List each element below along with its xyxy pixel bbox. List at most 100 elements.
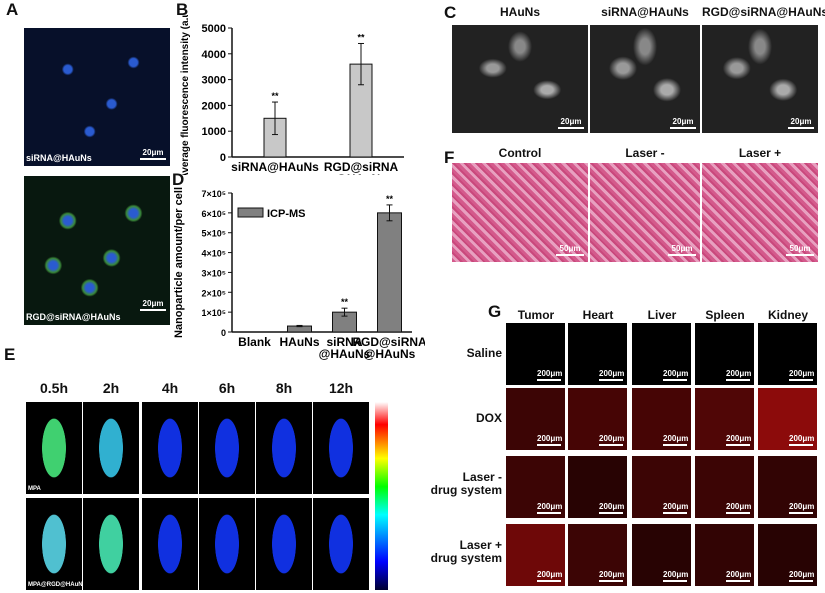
scale-bar: 200μm: [663, 369, 688, 381]
organ-header: Tumor: [517, 308, 555, 322]
histology-image: 50μm: [590, 163, 700, 262]
tissue-image: 200μm: [758, 456, 817, 518]
tissue-image: 200μm: [695, 456, 754, 518]
panel-label-b: B: [176, 0, 189, 19]
scale-bar: 200μm: [663, 570, 688, 582]
panel-label-f: F: [444, 148, 455, 167]
scale-bar: 200μm: [537, 434, 562, 446]
fluorescence-image-sirna: siRNA@HAuNs 20μm: [24, 28, 170, 166]
panel-label-c: C: [444, 3, 457, 22]
mouse-image: [256, 402, 312, 494]
legend-swatch: [237, 207, 264, 218]
scale-bar: 200μm: [726, 502, 751, 514]
y-tick-label: 7×10⁵: [202, 189, 227, 199]
scale-bar: 200μm: [537, 369, 562, 381]
image-caption: siRNA@HAuNs: [26, 153, 92, 163]
tissue-image: 200μm: [695, 388, 754, 450]
organ-header: Kidney: [767, 308, 808, 322]
tissue-image: 200μm: [758, 323, 817, 385]
y-tick-label: 6×10⁵: [202, 209, 227, 219]
y-tick-label: 4000: [202, 49, 226, 61]
timepoint-header: 6h: [218, 380, 236, 396]
category-label: HAuNs: [279, 335, 319, 349]
scale-bar: 200μm: [726, 434, 751, 446]
timepoint-header: 2h: [102, 380, 120, 396]
tissue-image: 200μm: [506, 524, 565, 586]
microscopy-image: 20μm: [452, 25, 588, 133]
tissue-image: 200μm: [758, 524, 817, 586]
panel-label-e: E: [4, 345, 16, 364]
scale-bar: 200μm: [599, 502, 624, 514]
row-label: DOX: [475, 411, 502, 425]
row-caption: MPA@RGD@HAuNs: [28, 582, 82, 588]
category-label: RGD@siRNA: [352, 335, 425, 349]
panel-label-g: G: [488, 302, 502, 321]
significance-mark: **: [271, 91, 279, 101]
mouse-image: [313, 498, 369, 590]
mouse-image: [83, 402, 139, 494]
column-header: Laser +: [738, 146, 782, 160]
scale-bar: 200μm: [726, 570, 751, 582]
scale-bar: 200μm: [537, 502, 562, 514]
tissue-image: 200μm: [506, 388, 565, 450]
scale-bar: 200μm: [599, 434, 624, 446]
significance-mark: **: [357, 32, 365, 42]
organ-header: Spleen: [705, 308, 745, 322]
timepoint-header: 12h: [328, 380, 354, 396]
category-label: siRNA: [326, 335, 362, 349]
colorbar: [375, 402, 388, 590]
tissue-image: 200μm: [506, 456, 565, 518]
y-tick-label: 1000: [202, 126, 226, 138]
scale-bar: 20μm: [558, 117, 584, 129]
column-header: RGD@siRNA@HAuNs: [702, 5, 825, 19]
y-tick-label: 0: [221, 328, 226, 338]
category-label: RGD@siRNA: [324, 160, 399, 174]
scale-bar: 200μm: [663, 434, 688, 446]
y-tick-label: 4×10⁵: [202, 249, 227, 259]
category-label: Blank: [238, 335, 271, 349]
scale-bar: 20μm: [140, 299, 166, 311]
mouse-image: MPA@RGD@HAuNs: [26, 498, 82, 590]
mouse-image: [83, 498, 139, 590]
category-label: @HAuNs: [364, 347, 416, 360]
chart-d: 0 1×10⁵ 2×10⁵ 3×10⁵ 4×10⁵ 5×10⁵ 6×10⁵ 7×10⁵ Nano…: [173, 187, 425, 360]
scale-bar: 200μm: [726, 369, 751, 381]
tissue-image: 200μm: [632, 323, 691, 385]
scale-bar: 200μm: [789, 434, 814, 446]
fluorescence-image-rgd: RGD@siRNA@HAuNs 20μm: [24, 176, 170, 325]
microscopy-image: 20μm: [702, 25, 818, 133]
tissue-image: 200μm: [568, 388, 627, 450]
panel-label-d: D: [172, 170, 185, 189]
mouse-image: [142, 402, 198, 494]
timepoint-header: 4h: [161, 380, 179, 396]
scale-bar: 200μm: [663, 502, 688, 514]
significance-mark: **: [341, 297, 349, 307]
row-caption: MPA: [28, 486, 41, 492]
tissue-image: 200μm: [568, 524, 627, 586]
panel-label-a: A: [6, 0, 19, 19]
y-tick-label: 1×10⁵: [202, 308, 227, 318]
scale-bar: 200μm: [789, 502, 814, 514]
category-label: @HAuNs: [319, 347, 371, 360]
y-tick-label: 2000: [202, 100, 226, 112]
y-axis-label: Average fluorescence intensity (a.u.): [180, 15, 191, 175]
mouse-image: [142, 498, 198, 590]
mouse-image: [313, 402, 369, 494]
tissue-image: 200μm: [632, 524, 691, 586]
scale-bar: 200μm: [599, 570, 624, 582]
legend-label: ICP-MS: [267, 208, 306, 220]
tissue-image: 200μm: [568, 456, 627, 518]
scale-bar: 20μm: [788, 117, 814, 129]
bar: [377, 212, 402, 333]
tissue-image: 200μm: [506, 323, 565, 385]
scale-bar: 200μm: [789, 369, 814, 381]
scale-bar: 50μm: [668, 244, 696, 256]
histology-image: 50μm: [452, 163, 588, 262]
category-label: @HAuNs: [335, 172, 387, 175]
y-tick-label: 3000: [202, 75, 226, 87]
y-tick-label: 0: [220, 152, 226, 164]
scale-bar: 50μm: [786, 244, 814, 256]
tissue-image: 200μm: [568, 323, 627, 385]
mouse-image: [256, 498, 312, 590]
tissue-image: 200μm: [632, 456, 691, 518]
